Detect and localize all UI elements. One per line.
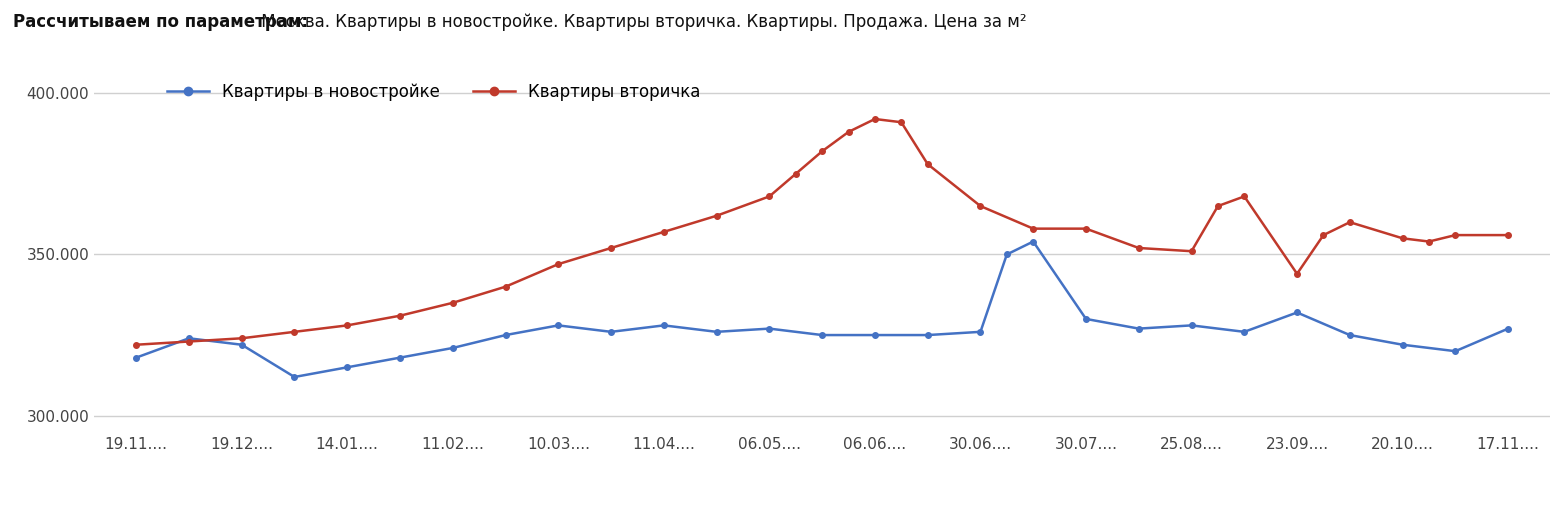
Квартиры в новостройке (971, 329, 990, 335)
Line: Квартиры вторичка: Квартиры вторичка (133, 116, 1511, 347)
Квартиры вторичка (839, 129, 858, 135)
Квартиры вторичка (1076, 226, 1095, 232)
Квартиры вторичка (1129, 245, 1148, 251)
Квартиры вторичка (285, 329, 304, 335)
Квартиры вторичка (390, 312, 409, 319)
Квартиры в новостройке (338, 364, 357, 370)
Квартиры вторичка (180, 338, 199, 344)
Квартиры вторичка (1394, 235, 1413, 241)
Line: Квартиры в новостройке: Квартиры в новостройке (133, 239, 1511, 380)
Квартиры вторичка (1287, 271, 1306, 277)
Квартиры вторичка (1419, 238, 1438, 244)
Квартиры в новостройке (918, 332, 936, 338)
Квартиры вторичка (443, 300, 462, 306)
Квартиры в новостройке (760, 326, 778, 332)
Квартиры вторичка (1209, 203, 1228, 209)
Квартиры вторичка (127, 342, 146, 348)
Квартиры в новостройке (998, 251, 1016, 258)
Квартиры вторичка (601, 245, 620, 251)
Квартиры в новостройке (813, 332, 832, 338)
Квартиры в новостройке (708, 329, 727, 335)
Квартиры вторичка (866, 116, 885, 122)
Квартиры в новостройке (496, 332, 515, 338)
Квартиры в новостройке (390, 355, 409, 361)
Квартиры вторичка (655, 229, 673, 235)
Квартиры вторичка (1499, 232, 1517, 238)
Квартиры в новостройке (285, 374, 304, 380)
Квартиры вторичка (232, 335, 251, 341)
Квартиры вторичка (1314, 232, 1333, 238)
Квартиры вторичка (918, 161, 936, 167)
Квартиры вторичка (760, 194, 778, 200)
Квартиры в новостройке (127, 355, 146, 361)
Квартиры вторичка (971, 203, 990, 209)
Квартиры вторичка (1236, 194, 1254, 200)
Квартиры в новостройке (1499, 326, 1517, 332)
Квартиры в новостройке (443, 345, 462, 351)
Квартиры в новостройке (601, 329, 620, 335)
Квартиры вторичка (1182, 248, 1201, 255)
Квартиры вторичка (1445, 232, 1464, 238)
Квартиры вторичка (1024, 226, 1043, 232)
Квартиры вторичка (893, 119, 911, 125)
Квартиры вторичка (813, 148, 832, 154)
Квартиры в новостройке (180, 335, 199, 341)
Legend: Квартиры в новостройке, Квартиры вторичка: Квартиры в новостройке, Квартиры вторичк… (161, 77, 708, 108)
Квартиры вторичка (708, 213, 727, 219)
Квартиры в новостройке (1182, 323, 1201, 329)
Квартиры в новостройке (1287, 309, 1306, 315)
Квартиры в новостройке (1129, 326, 1148, 332)
Text: Москва. Квартиры в новостройке. Квартиры вторичка. Квартиры. Продажа. Цена за м²: Москва. Квартиры в новостройке. Квартиры… (255, 13, 1026, 30)
Квартиры в новостройке (1024, 238, 1043, 244)
Квартиры в новостройке (1394, 342, 1413, 348)
Text: Рассчитываем по параметрам:: Рассчитываем по параметрам: (13, 13, 307, 30)
Квартиры в новостройке (866, 332, 885, 338)
Квартиры в новостройке (232, 342, 251, 348)
Квартиры вторичка (550, 261, 568, 267)
Квартиры в новостройке (550, 323, 568, 329)
Квартиры в новостройке (1236, 329, 1254, 335)
Квартиры в новостройке (655, 323, 673, 329)
Квартиры вторичка (1340, 219, 1359, 225)
Квартиры в новостройке (1076, 316, 1095, 322)
Квартиры вторичка (496, 283, 515, 290)
Квартиры вторичка (338, 323, 357, 329)
Квартиры в новостройке (1340, 332, 1359, 338)
Квартиры вторичка (786, 171, 805, 177)
Квартиры в новостройке (1445, 348, 1464, 354)
